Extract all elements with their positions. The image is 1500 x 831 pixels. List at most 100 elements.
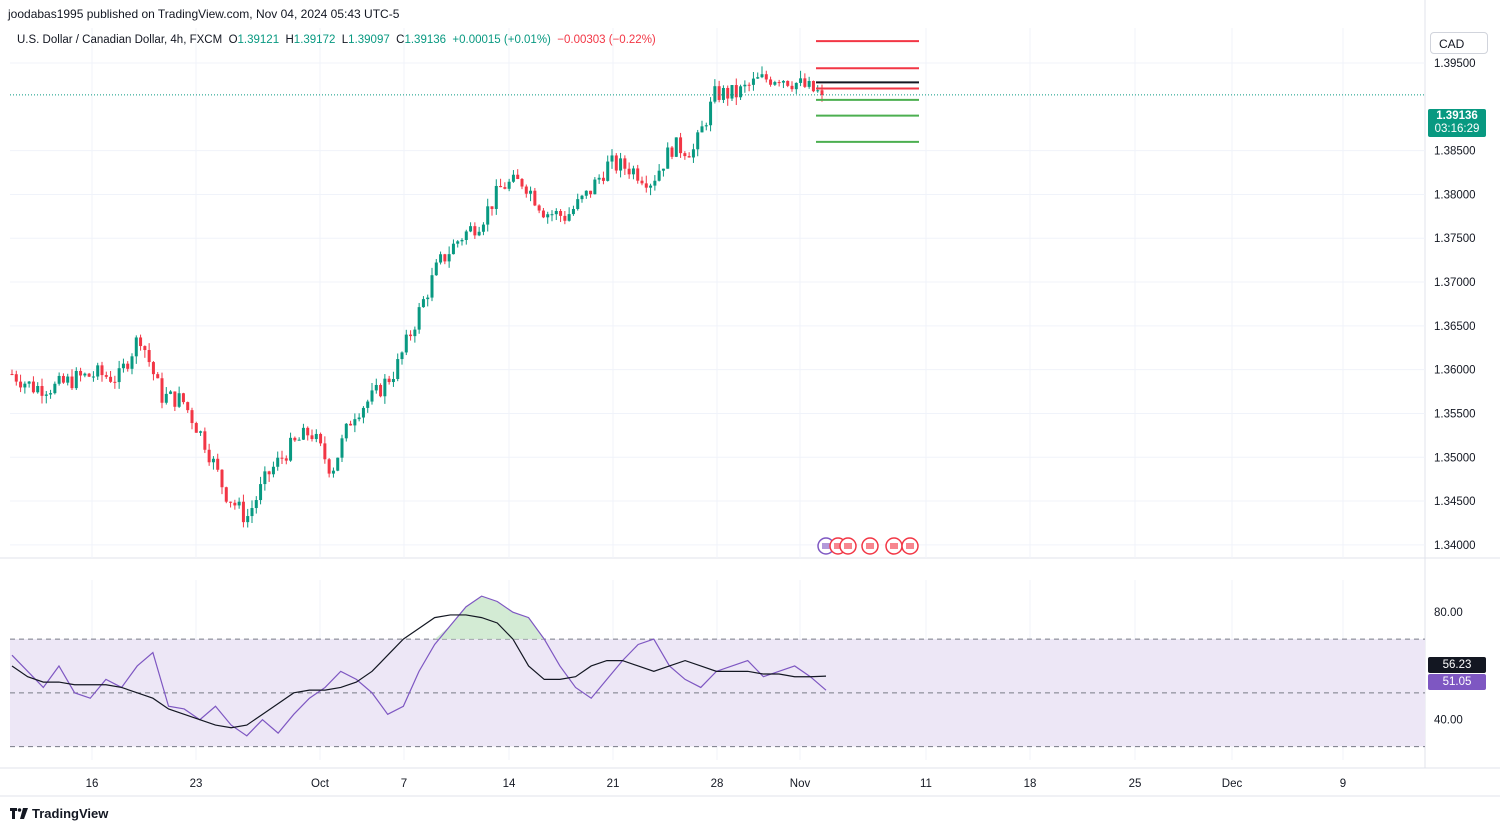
close-value: 1.39136 [404, 34, 447, 46]
candle-body [623, 158, 627, 169]
candle-body [139, 337, 143, 347]
candle-body [490, 206, 494, 209]
candle-body [704, 125, 708, 127]
brand-name: TradingView [32, 806, 109, 821]
candle-body [254, 500, 258, 509]
y-tick-label: 1.35000 [1434, 452, 1476, 464]
tradingview-logo-icon [10, 808, 28, 819]
candle-body [674, 137, 678, 157]
candle-body [44, 394, 48, 396]
candle-body [769, 79, 773, 85]
candle-body [203, 431, 207, 450]
y-tick-label: 1.36000 [1434, 365, 1476, 377]
open-label: O [228, 34, 238, 46]
candle-body [469, 226, 473, 232]
y-tick-label: 1.34000 [1434, 540, 1476, 552]
candle-body [670, 147, 674, 157]
candle-body [773, 82, 777, 85]
candle-body [391, 379, 395, 383]
candle-body [130, 356, 134, 369]
candle-body [156, 374, 160, 379]
high-value: 1.39172 [293, 34, 336, 46]
candle-body [336, 457, 340, 471]
candle-body [220, 469, 224, 488]
candle-body [533, 190, 537, 206]
x-tick-label: Oct [311, 778, 330, 790]
tradingview-brand[interactable]: TradingView [10, 806, 108, 821]
candle-body [10, 374, 14, 376]
candle-body [181, 393, 185, 403]
event-flag-mark [834, 543, 842, 549]
candle-body [760, 74, 764, 78]
candle-body [426, 297, 430, 300]
currency-button[interactable]: CAD [1430, 32, 1488, 54]
candle-body [691, 149, 695, 158]
candle-body [799, 78, 803, 83]
rsi-line [11, 595, 827, 737]
candle-body [747, 84, 751, 86]
candle-body [589, 190, 593, 195]
publisher-line: joodabas1995 published on TradingView.co… [8, 7, 400, 21]
candle-body [216, 458, 220, 470]
close-label: C [396, 34, 405, 46]
candle-body [494, 185, 498, 209]
candle-body [404, 334, 408, 353]
candle-body [229, 501, 233, 503]
candle-body [811, 81, 815, 92]
candle-body [100, 365, 104, 376]
candle-body [820, 90, 824, 95]
candle-body [726, 87, 730, 99]
y-tick-label: 1.37500 [1434, 233, 1476, 245]
candle-body [301, 427, 305, 440]
candle-body [340, 438, 344, 458]
candle-body [199, 431, 203, 433]
candle-body [481, 224, 485, 232]
candle-body [786, 80, 790, 86]
candle-body [511, 174, 515, 182]
candle-body [121, 363, 125, 369]
candle-body [567, 214, 571, 221]
candle-body [649, 185, 653, 188]
candle-body [456, 241, 460, 244]
candle-body [177, 393, 181, 407]
candle-body [520, 179, 524, 187]
candle-body [113, 381, 117, 383]
candle-body [194, 423, 198, 433]
candle-body [357, 417, 361, 420]
y-tick-label: 1.35500 [1434, 408, 1476, 420]
candle-body [777, 82, 781, 84]
candle-body [610, 155, 614, 162]
candle-body [74, 370, 78, 389]
last-price-tag: 1.39136 03:16:29 [1428, 109, 1486, 137]
candle-body [409, 334, 413, 337]
event-flag-mark [844, 543, 852, 549]
candle-body [434, 262, 438, 276]
candle-body [207, 449, 211, 463]
rsi-overbought-fill [12, 596, 826, 640]
candle-body [164, 393, 168, 403]
economic-events [817, 537, 919, 555]
candle-body [447, 254, 451, 262]
high-label: H [285, 34, 294, 46]
symbol-name[interactable]: U.S. Dollar / Canadian Dollar, 4h, FXCM [17, 34, 223, 46]
candle-body [224, 487, 228, 502]
candle-body [160, 378, 164, 403]
candle-body [383, 378, 387, 397]
candle-body [361, 407, 365, 418]
candle-body [477, 231, 481, 236]
candle-body [27, 381, 31, 384]
x-tick-label: Nov [790, 778, 811, 790]
candle-body [323, 443, 327, 460]
x-tick-label: 21 [607, 778, 620, 790]
candle-body [439, 254, 443, 263]
event-flag-mark [822, 543, 830, 549]
candle-body [721, 87, 725, 100]
candle-body [70, 376, 74, 389]
candle-body [147, 350, 151, 363]
candle-body [499, 185, 503, 188]
x-tick-label: 25 [1129, 778, 1142, 790]
candle-body [396, 359, 400, 380]
candle-body [593, 179, 597, 195]
rsi-y-tick-label: 40.00 [1434, 715, 1463, 727]
